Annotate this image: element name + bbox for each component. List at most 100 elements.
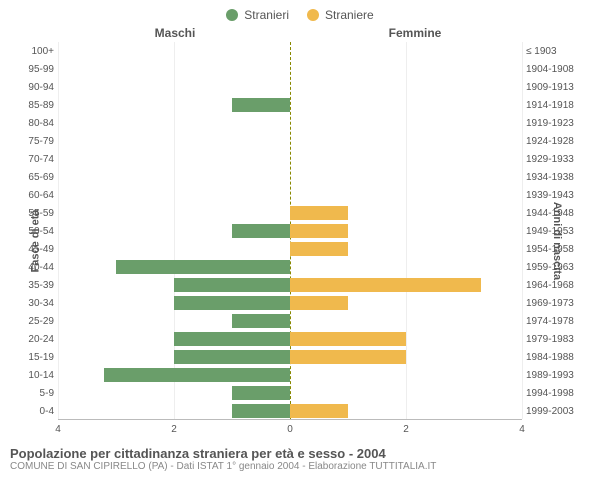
birth-label: 1904-1908 <box>526 64 590 75</box>
age-row: 25-291974-1978 <box>58 312 522 330</box>
birth-label: 1924-1928 <box>526 136 590 147</box>
legend: Stranieri Straniere <box>0 0 600 26</box>
age-label: 95-99 <box>10 64 54 75</box>
x-tick-label: 2 <box>403 424 409 435</box>
age-row: 60-641939-1943 <box>58 186 522 204</box>
legend-label-female: Straniere <box>325 8 374 22</box>
legend-label-male: Stranieri <box>244 8 289 22</box>
age-row: 90-941909-1913 <box>58 78 522 96</box>
footer-subtitle: COMUNE DI SAN CIPIRELLO (PA) - Dati ISTA… <box>10 461 590 472</box>
age-row: 5-91994-1998 <box>58 384 522 402</box>
age-row: 55-591944-1948 <box>58 204 522 222</box>
birth-label: ≤ 1903 <box>526 46 590 57</box>
age-label: 0-4 <box>10 406 54 417</box>
bar-female <box>290 242 348 256</box>
age-label: 50-54 <box>10 226 54 237</box>
age-label: 70-74 <box>10 154 54 165</box>
bar-male <box>174 296 290 310</box>
age-label: 60-64 <box>10 190 54 201</box>
birth-label: 1914-1918 <box>526 100 590 111</box>
age-label: 75-79 <box>10 136 54 147</box>
age-label: 20-24 <box>10 334 54 345</box>
age-row: 70-741929-1933 <box>58 150 522 168</box>
bar-female <box>290 350 406 364</box>
birth-label: 1944-1948 <box>526 208 590 219</box>
bar-female <box>290 332 406 346</box>
age-row: 50-541949-1953 <box>58 222 522 240</box>
birth-label: 1989-1993 <box>526 370 590 381</box>
birth-label: 1929-1933 <box>526 154 590 165</box>
age-label: 100+ <box>10 46 54 57</box>
bar-male <box>232 404 290 418</box>
birth-label: 1979-1983 <box>526 334 590 345</box>
bar-male <box>232 314 290 328</box>
birth-label: 1999-2003 <box>526 406 590 417</box>
column-title-male: Maschi <box>10 26 300 40</box>
x-tick-label: 0 <box>287 424 293 435</box>
birth-label: 1984-1988 <box>526 352 590 363</box>
age-row: 20-241979-1983 <box>58 330 522 348</box>
age-row: 40-441959-1963 <box>58 258 522 276</box>
age-label: 10-14 <box>10 370 54 381</box>
age-label: 5-9 <box>10 388 54 399</box>
bar-male <box>174 350 290 364</box>
age-row: 85-891914-1918 <box>58 96 522 114</box>
age-row: 100+≤ 1903 <box>58 42 522 60</box>
age-label: 35-39 <box>10 280 54 291</box>
footer-title: Popolazione per cittadinanza straniera p… <box>10 446 590 461</box>
age-label: 45-49 <box>10 244 54 255</box>
age-label: 90-94 <box>10 82 54 93</box>
gridline <box>522 42 523 419</box>
age-label: 25-29 <box>10 316 54 327</box>
birth-label: 1949-1953 <box>526 226 590 237</box>
age-row: 45-491954-1958 <box>58 240 522 258</box>
age-row: 0-41999-2003 <box>58 402 522 420</box>
chart: Maschi Femmine Fasce di età Anni di nasc… <box>10 26 590 440</box>
birth-label: 1969-1973 <box>526 298 590 309</box>
bar-female <box>290 224 348 238</box>
swatch-female <box>307 9 319 21</box>
bar-male <box>116 260 290 274</box>
birth-label: 1959-1963 <box>526 262 590 273</box>
age-row: 65-691934-1938 <box>58 168 522 186</box>
age-label: 80-84 <box>10 118 54 129</box>
x-axis-ticks: 4 2 0 2 4 <box>58 422 522 440</box>
age-label: 40-44 <box>10 262 54 273</box>
birth-label: 1994-1998 <box>526 388 590 399</box>
bars-area: 100+≤ 190395-991904-190890-941909-191385… <box>58 42 522 420</box>
bar-female <box>290 206 348 220</box>
column-title-female: Femmine <box>300 26 590 40</box>
birth-label: 1909-1913 <box>526 82 590 93</box>
birth-label: 1974-1978 <box>526 316 590 327</box>
birth-label: 1964-1968 <box>526 280 590 291</box>
age-row: 35-391964-1968 <box>58 276 522 294</box>
bar-male <box>104 368 290 382</box>
bar-male <box>232 386 290 400</box>
x-tick-label: 4 <box>519 424 525 435</box>
bar-male <box>174 332 290 346</box>
birth-label: 1954-1958 <box>526 244 590 255</box>
birth-label: 1934-1938 <box>526 172 590 183</box>
age-label: 15-19 <box>10 352 54 363</box>
age-row: 75-791924-1928 <box>58 132 522 150</box>
age-row: 95-991904-1908 <box>58 60 522 78</box>
birth-label: 1939-1943 <box>526 190 590 201</box>
bar-female <box>290 404 348 418</box>
footer: Popolazione per cittadinanza straniera p… <box>0 440 600 472</box>
birth-label: 1919-1923 <box>526 118 590 129</box>
legend-item-male: Stranieri <box>226 8 289 22</box>
x-tick-label: 4 <box>55 424 61 435</box>
age-label: 55-59 <box>10 208 54 219</box>
age-label: 65-69 <box>10 172 54 183</box>
x-tick-label: 2 <box>171 424 177 435</box>
plot-area: Fasce di età Anni di nascita 100+≤ 19039… <box>10 42 590 440</box>
bar-male <box>232 224 290 238</box>
age-label: 30-34 <box>10 298 54 309</box>
age-row: 30-341969-1973 <box>58 294 522 312</box>
age-label: 85-89 <box>10 100 54 111</box>
swatch-male <box>226 9 238 21</box>
bar-female <box>290 296 348 310</box>
age-row: 80-841919-1923 <box>58 114 522 132</box>
age-row: 10-141989-1993 <box>58 366 522 384</box>
bar-male <box>232 98 290 112</box>
